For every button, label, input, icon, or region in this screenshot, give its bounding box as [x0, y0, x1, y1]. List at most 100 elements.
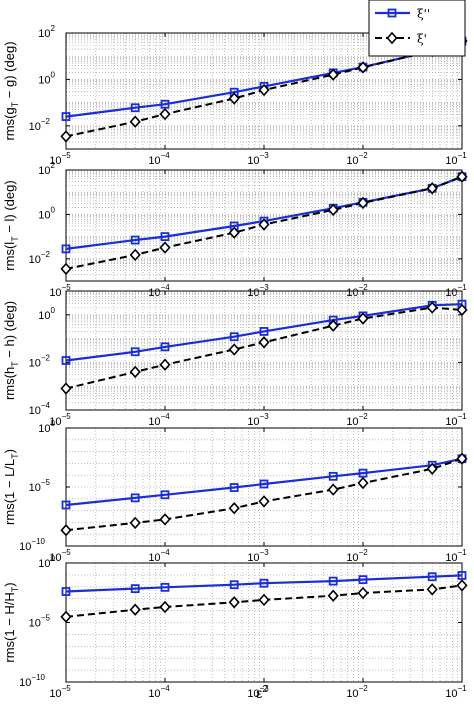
data-point	[228, 502, 240, 515]
y-tick-label: 10−2	[29, 250, 51, 266]
x-tick-label: 10−3	[247, 412, 269, 428]
legend: ξ'' ξ'	[368, 0, 466, 57]
data-point	[60, 130, 72, 143]
x-tick-label: 10−2	[346, 151, 368, 167]
series-xi-prime	[60, 301, 468, 395]
data-point	[357, 61, 369, 74]
legend-label-xi-prime: ξ'	[417, 32, 427, 46]
x-tick-label: 10−4	[148, 684, 170, 700]
data-point	[357, 196, 369, 210]
data-point	[456, 579, 468, 592]
data-point	[160, 582, 170, 592]
data-point	[130, 584, 140, 594]
data-point	[327, 319, 339, 332]
series-xi-prime	[60, 170, 468, 276]
data-point	[457, 571, 467, 580]
x-tick-label: 10−5	[49, 548, 71, 564]
data-point	[61, 244, 71, 254]
x-tick-label: 10−4	[148, 151, 170, 167]
data-point	[357, 476, 369, 490]
x-tick-label: 10−2	[346, 283, 368, 299]
data-point	[60, 610, 72, 623]
y-tick-label: 102	[38, 24, 55, 40]
y-tick-label: 100	[38, 205, 55, 221]
data-point	[258, 83, 270, 97]
data-point	[228, 92, 240, 105]
data-point	[327, 68, 339, 81]
x-tick-label: 10−2	[346, 548, 368, 564]
data-point	[129, 516, 141, 530]
series-line	[65, 303, 463, 362]
data-point	[259, 578, 269, 588]
x-tick-label: 10−1	[445, 283, 467, 299]
grid	[66, 563, 462, 682]
series-line	[65, 574, 463, 593]
data-point	[160, 342, 170, 352]
series-xi-double-prime	[61, 299, 467, 365]
y-axis-label: rms(lT − l) (deg)	[2, 180, 20, 270]
x-tick-label: 10−3	[247, 151, 269, 167]
data-point	[130, 103, 140, 113]
data-point	[426, 182, 438, 195]
y-tick-label: 10−2	[29, 117, 51, 133]
data-point	[159, 241, 171, 254]
data-point	[358, 575, 368, 585]
data-point	[327, 589, 339, 602]
y-tick-label: 10−2	[29, 353, 51, 369]
y-axis-label: rms(gT − g) (deg)	[2, 41, 20, 140]
data-point	[327, 483, 339, 496]
y-tick-label: 10−10	[19, 537, 45, 553]
panels: 10−5 10−4 10−3 10−2 10−1 102 100 10−2 rms(gT − g…	[2, 24, 468, 700]
data-point	[456, 170, 468, 183]
x-tick-label: 10−3	[247, 684, 269, 700]
y-tick-label: 100	[38, 419, 55, 435]
data-point	[258, 218, 270, 231]
data-point	[60, 524, 72, 537]
data-point	[229, 580, 239, 590]
data-point	[130, 493, 140, 503]
data-point	[456, 303, 468, 317]
data-point	[229, 483, 239, 492]
data-point	[159, 513, 171, 526]
data-point	[129, 248, 141, 262]
data-point	[159, 358, 171, 371]
data-point	[60, 382, 72, 395]
data-point	[61, 356, 71, 365]
data-point	[61, 500, 71, 510]
data-point	[61, 112, 71, 121]
y-tick-label: 10−10	[19, 673, 45, 689]
x-tick-label: 10−1	[445, 684, 467, 700]
legend-marker-diamond	[386, 31, 398, 45]
data-point	[426, 301, 438, 314]
data-point	[61, 587, 71, 596]
data-point	[258, 495, 270, 508]
y-tick-label: 10−5	[29, 614, 51, 630]
series-xi-prime	[60, 579, 468, 623]
y-tick-label: 10−4	[29, 401, 51, 417]
data-point	[358, 468, 368, 478]
data-point	[129, 603, 141, 616]
y-tick-label: 100	[38, 70, 55, 86]
data-point	[129, 365, 141, 379]
x-axis-label: ε2	[256, 684, 268, 701]
data-point	[60, 262, 72, 276]
y-tick-label: 100	[38, 306, 55, 322]
panel-2: 10−5 10−4 10−3 10−2 10−1 102 100 10−2 rms(lT − l…	[2, 161, 468, 299]
legend-label-xi-double-prime: ξ''	[417, 7, 430, 21]
x-tick-label: 10−4	[148, 548, 170, 564]
series-xi-double-prime	[61, 571, 467, 596]
data-point	[426, 462, 438, 475]
x-tick-label: 10−2	[346, 412, 368, 428]
x-tick-label: 10−5	[49, 151, 71, 167]
data-point	[228, 226, 240, 239]
data-point	[258, 593, 270, 607]
x-tick-label: 10−5	[49, 283, 71, 299]
x-tick-label: 10−4	[148, 283, 170, 299]
y-tick-label: 100	[38, 554, 55, 570]
data-point	[160, 490, 170, 500]
grid	[66, 428, 462, 546]
x-tick-label: 10−1	[445, 548, 467, 564]
series-xi-prime	[60, 452, 468, 537]
